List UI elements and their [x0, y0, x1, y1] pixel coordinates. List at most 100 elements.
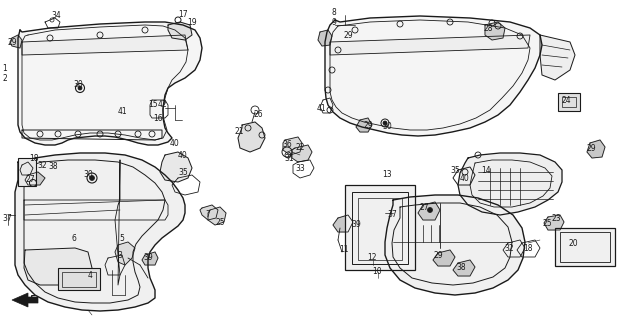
Bar	[345, 185, 415, 270]
Polygon shape	[142, 252, 158, 265]
Circle shape	[90, 175, 95, 180]
Text: 8: 8	[332, 7, 336, 17]
Polygon shape	[330, 35, 530, 55]
Polygon shape	[160, 152, 192, 182]
Text: 7: 7	[206, 210, 210, 219]
Text: 40: 40	[460, 173, 470, 182]
Polygon shape	[544, 215, 564, 230]
Text: 35: 35	[450, 165, 460, 174]
Polygon shape	[385, 195, 525, 295]
Text: 39: 39	[143, 252, 153, 261]
Polygon shape	[356, 118, 372, 132]
Text: 11: 11	[339, 244, 349, 253]
Polygon shape	[12, 293, 38, 307]
Text: 12: 12	[367, 252, 377, 261]
Text: 21: 21	[234, 126, 244, 135]
Text: 29: 29	[433, 251, 443, 260]
Polygon shape	[453, 260, 475, 276]
Text: 32: 32	[504, 244, 514, 252]
Bar	[352, 192, 408, 264]
Bar	[555, 228, 615, 266]
Polygon shape	[208, 207, 226, 225]
Polygon shape	[25, 172, 45, 185]
Polygon shape	[18, 22, 202, 145]
Text: Fr.: Fr.	[30, 294, 40, 303]
Text: 5: 5	[119, 234, 124, 243]
Text: 30: 30	[73, 79, 83, 89]
Bar	[558, 93, 580, 111]
Text: 38: 38	[48, 162, 58, 171]
Text: 22: 22	[295, 142, 305, 151]
Polygon shape	[418, 202, 440, 220]
Text: 16: 16	[153, 114, 163, 123]
Circle shape	[427, 207, 432, 212]
Text: 13: 13	[382, 170, 392, 179]
Circle shape	[383, 121, 387, 125]
Text: 1: 1	[3, 63, 8, 73]
Text: 18: 18	[29, 154, 38, 163]
Text: 29: 29	[343, 30, 353, 39]
Text: 27: 27	[419, 203, 429, 212]
Text: 19: 19	[187, 18, 197, 27]
Polygon shape	[20, 162, 33, 175]
Polygon shape	[318, 30, 332, 46]
Text: 42: 42	[157, 100, 167, 108]
Polygon shape	[24, 248, 92, 285]
Text: 24: 24	[561, 95, 571, 105]
Polygon shape	[485, 22, 505, 40]
Polygon shape	[168, 22, 192, 40]
Text: 41: 41	[117, 107, 127, 116]
Text: 25: 25	[215, 218, 225, 227]
Text: 15: 15	[148, 100, 158, 108]
Text: 18: 18	[523, 244, 533, 252]
Text: 40: 40	[178, 150, 188, 159]
Text: 6: 6	[71, 234, 76, 243]
Polygon shape	[540, 35, 575, 80]
Text: 9: 9	[331, 18, 336, 27]
Text: 20: 20	[568, 238, 578, 247]
Bar	[18, 158, 36, 186]
Text: 30: 30	[382, 122, 392, 131]
Polygon shape	[325, 16, 542, 136]
Text: 41: 41	[316, 103, 326, 113]
Text: 2: 2	[3, 74, 8, 83]
Bar	[358, 198, 402, 260]
Text: 35: 35	[178, 167, 188, 177]
Text: 29: 29	[363, 121, 373, 130]
Text: 14: 14	[481, 165, 491, 174]
Bar	[562, 97, 576, 107]
Polygon shape	[15, 153, 185, 311]
Bar	[560, 232, 610, 262]
Circle shape	[78, 86, 82, 90]
Text: 40: 40	[170, 139, 180, 148]
Text: 26: 26	[253, 109, 263, 118]
Text: 38: 38	[456, 262, 466, 271]
Polygon shape	[200, 205, 218, 220]
Text: 28: 28	[483, 23, 493, 33]
Text: 39: 39	[351, 220, 361, 228]
Text: 37: 37	[387, 210, 397, 219]
Text: 34: 34	[51, 11, 61, 20]
Text: 4: 4	[88, 270, 92, 279]
Polygon shape	[292, 145, 312, 162]
Polygon shape	[22, 35, 188, 55]
Text: 32: 32	[37, 161, 47, 170]
Text: 3: 3	[117, 251, 122, 260]
Polygon shape	[333, 215, 353, 232]
Text: 30: 30	[83, 170, 93, 179]
Text: 36: 36	[282, 140, 292, 148]
Bar	[58, 268, 100, 290]
Text: 17: 17	[178, 10, 188, 19]
Text: 29: 29	[7, 37, 17, 46]
Text: 33: 33	[295, 164, 305, 172]
Text: 27: 27	[25, 174, 35, 183]
Text: 29: 29	[586, 143, 596, 153]
Polygon shape	[115, 242, 135, 265]
Polygon shape	[458, 153, 562, 215]
Text: 37: 37	[2, 213, 12, 222]
Text: 25: 25	[542, 219, 552, 228]
Text: 31: 31	[284, 154, 294, 163]
Text: 10: 10	[372, 267, 382, 276]
Bar	[62, 272, 96, 287]
Polygon shape	[433, 250, 455, 266]
